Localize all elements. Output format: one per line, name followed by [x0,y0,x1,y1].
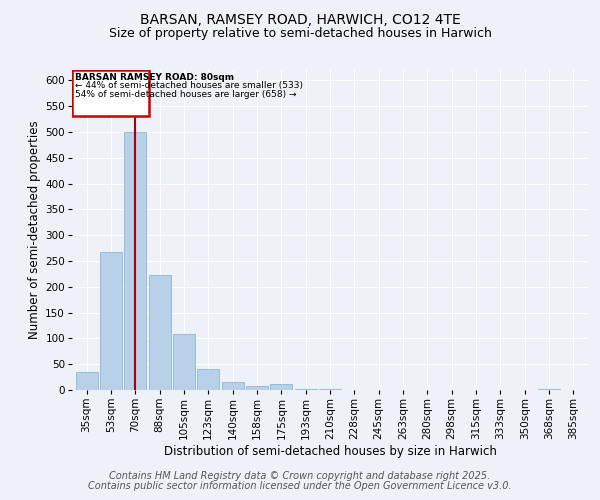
Bar [100,252,122,390]
Bar [271,384,292,390]
Text: Size of property relative to semi-detached houses in Harwich: Size of property relative to semi-detach… [109,28,491,40]
X-axis label: Distribution of semi-detached houses by size in Harwich: Distribution of semi-detached houses by … [164,444,496,458]
Text: BARSAN, RAMSEY ROAD, HARWICH, CO12 4TE: BARSAN, RAMSEY ROAD, HARWICH, CO12 4TE [140,12,460,26]
Y-axis label: Number of semi-detached properties: Number of semi-detached properties [28,120,41,340]
Text: BARSAN RAMSEY ROAD: 80sqm: BARSAN RAMSEY ROAD: 80sqm [76,72,235,82]
Text: ← 44% of semi-detached houses are smaller (533): ← 44% of semi-detached houses are smalle… [76,82,304,90]
Text: Contains public sector information licensed under the Open Government Licence v3: Contains public sector information licen… [88,481,512,491]
Bar [538,389,560,390]
Bar [124,132,146,390]
Bar [246,386,268,390]
Bar [197,370,219,390]
Text: Contains HM Land Registry data © Crown copyright and database right 2025.: Contains HM Land Registry data © Crown c… [109,471,491,481]
Bar [76,372,98,390]
Bar [149,276,170,390]
Text: 54% of semi-detached houses are larger (658) →: 54% of semi-detached houses are larger (… [76,90,297,98]
Bar [221,382,244,390]
Bar [173,334,195,390]
Bar [319,389,341,390]
Bar [295,389,317,390]
Bar [73,70,149,116]
